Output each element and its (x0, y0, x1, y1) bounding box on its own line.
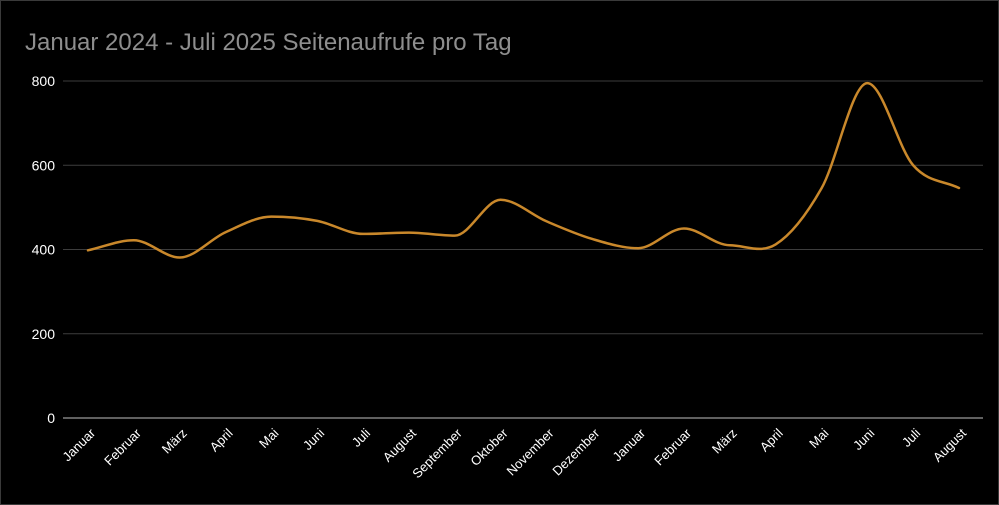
x-tick-label: März (709, 426, 740, 457)
data-point (957, 186, 961, 190)
y-tick-label: 400 (32, 242, 56, 258)
data-point (590, 237, 594, 241)
data-point (315, 219, 319, 223)
data-point (407, 231, 411, 235)
y-tick-label: 0 (47, 410, 55, 426)
data-point (819, 186, 823, 190)
data-point (453, 234, 457, 238)
x-tick-label: August (930, 425, 969, 464)
x-tick-label: September (409, 425, 465, 481)
data-point (636, 246, 640, 250)
x-tick-label: April (757, 425, 786, 454)
chart-title: Januar 2024 - Juli 2025 Seitenaufrufe pr… (25, 29, 512, 56)
data-point (269, 215, 273, 219)
x-tick-label: Juni (300, 425, 328, 453)
x-tick-label: März (159, 426, 190, 457)
x-tick-label: Dezember (549, 425, 602, 478)
y-tick-label: 800 (32, 73, 56, 89)
x-tick-label: Februar (651, 425, 694, 468)
x-tick-label: Februar (101, 425, 144, 468)
data-point (86, 248, 90, 252)
x-tick-label: Juni (850, 425, 878, 453)
data-point (224, 230, 228, 234)
data-point (682, 226, 686, 230)
x-tick-label: Mai (806, 425, 831, 450)
series-layer (86, 81, 961, 259)
y-tick-label: 600 (32, 157, 56, 173)
x-tick-label: Januar (610, 425, 649, 464)
grid-layer (63, 80, 983, 335)
x-tick-label: April (207, 425, 236, 454)
x-tick-label: Juli (349, 425, 373, 449)
data-point (499, 198, 503, 202)
data-point (544, 219, 548, 223)
x-tick-label: Juli (899, 425, 923, 449)
data-point (865, 81, 869, 85)
data-point (132, 238, 136, 242)
x-tick-label: Oktober (467, 425, 511, 469)
data-point (361, 232, 365, 236)
series-line-0 (86, 81, 961, 259)
data-point (911, 163, 915, 167)
data-point (774, 242, 778, 246)
x-tick-label: November (504, 425, 557, 478)
data-point (728, 243, 732, 247)
x-tick-label: Januar (59, 425, 98, 464)
x-tick-label: Mai (256, 425, 281, 450)
x-tick-label: August (380, 425, 419, 464)
y-tick-label: 200 (32, 326, 56, 342)
data-point (178, 256, 182, 260)
